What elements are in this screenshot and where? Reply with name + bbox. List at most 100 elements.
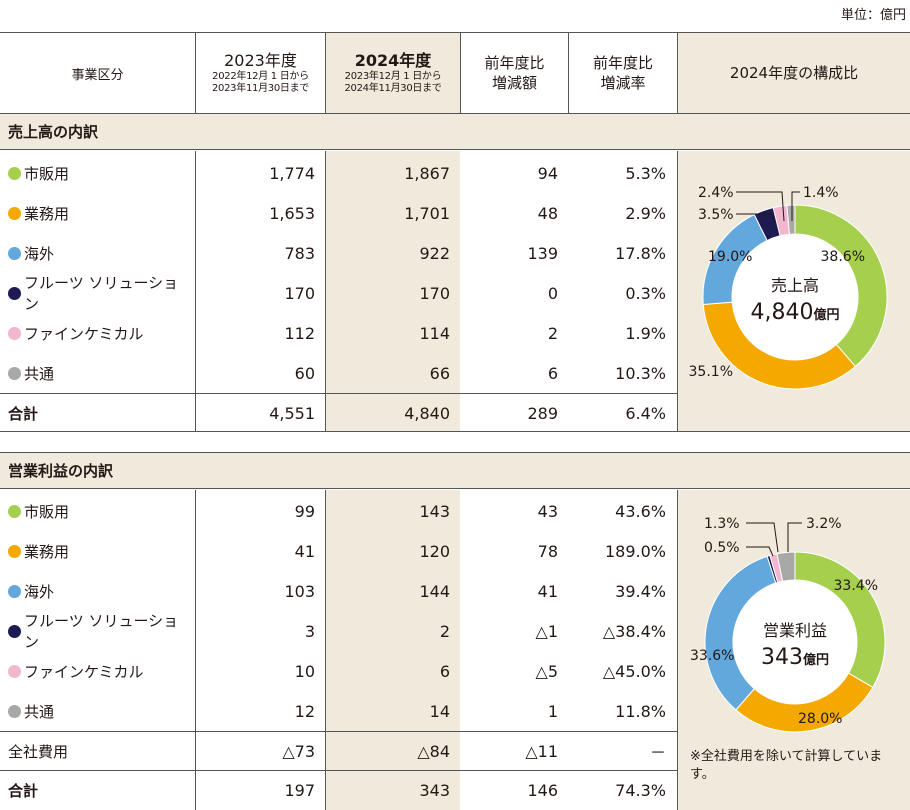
profit-fy2023-value: 12 (294, 701, 315, 721)
header-category-label: 事業区分 (71, 67, 124, 83)
donut-center-title: 売上高 (771, 276, 819, 295)
legend-dot-icon (8, 246, 21, 260)
sales-fy2023-value: 783 (284, 243, 315, 263)
sales-row: ファインケミカル 112 114 2 1.9% (0, 313, 678, 353)
donut-label-0: 33.4% (834, 578, 878, 594)
header-fy2024-label: 2024年度 (354, 51, 432, 70)
profit-fy2023-value: 3 (304, 621, 315, 641)
profit-rate-value: △45.0% (602, 661, 666, 681)
legend-dot-icon (8, 704, 21, 718)
profit-row-name: 業務用 (8, 531, 193, 571)
legend-dot-icon (8, 166, 21, 180)
legend-dot-icon (8, 624, 21, 638)
profit-row: 業務用 41 120 78 189.0% (0, 531, 678, 571)
profit-row: 海外 103 144 41 39.4% (0, 571, 678, 611)
profit-section-title: 営業利益の内訳 (0, 453, 910, 489)
profit-diff-value: 43 (537, 501, 558, 521)
header-rate-line1: 前年度比 (592, 54, 653, 72)
sales-diff-value: 6 (547, 363, 558, 383)
header-diff-line2: 増減額 (491, 74, 537, 92)
profit-diff-value: △5 (535, 661, 558, 681)
profit-total-fy2024-value: 343 (419, 780, 450, 800)
table-header: 事業区分 2023年度 2022年12月 1 日から 2023年11月30日まで… (0, 32, 910, 114)
profit-total-row-name: 合計 (8, 781, 39, 800)
sales-diff-value: 0 (547, 283, 558, 303)
donut-hole (733, 580, 857, 704)
sales-fy2024-value: 114 (419, 323, 450, 343)
sales-fy2024-value: 1,867 (404, 163, 450, 183)
donut-label-5: 1.4% (803, 185, 839, 201)
legend-dot-icon (8, 664, 21, 678)
donut-label-2: 33.6% (690, 648, 734, 664)
sales-row: 業務用 1,653 1,701 48 2.9% (0, 193, 678, 233)
header-composition: 2024年度の構成比 (678, 33, 910, 113)
header-rate-line2: 増減率 (600, 74, 646, 92)
sales-total-row-name: 合計 (8, 404, 39, 423)
profit-total-row: 合計 197 343 146 74.3% (0, 770, 678, 810)
header-fy2024-period-end: 2024年11月30日まで (344, 83, 442, 94)
donut-label-3: 3.5% (698, 207, 734, 223)
profit-rate-value: △38.4% (602, 621, 666, 641)
sales-row-name: 海外 (8, 233, 193, 273)
sales-fy2024-value: 66 (429, 363, 450, 383)
profit-row: フルーツ ソリューション 3 2 △1 △38.4% (0, 611, 678, 651)
profit-total-diff-value: 146 (527, 780, 558, 800)
legend-dot-icon (8, 326, 21, 340)
donut-hole (732, 234, 858, 360)
sales-fy2024-value: 170 (419, 283, 450, 303)
legend-dot-icon (8, 286, 21, 300)
sales-fy2023-value: 60 (294, 363, 315, 383)
legend-dot-icon (8, 366, 21, 380)
profit-rate-value: 43.6% (615, 501, 666, 521)
legend-dot-icon (8, 504, 21, 518)
sales-fy2024-value: 922 (419, 243, 450, 263)
profit-fy2024-value: 2 (439, 621, 450, 641)
profit-corporate-rate-value: － (649, 743, 666, 762)
profit-corporate-fy2024-value: △84 (417, 741, 450, 761)
sales-row-name: 市販用 (8, 153, 193, 193)
header-fy2023: 2023年度 2022年12月 1 日から 2023年11月30日まで (196, 33, 325, 113)
profit-fy2024-value: 120 (419, 541, 450, 561)
header-fy2023-period-end: 2023年11月30日まで (212, 83, 309, 94)
profit-row-name: 市販用 (8, 491, 193, 531)
profit-row-name: フルーツ ソリューション (8, 611, 193, 651)
sales-total-fy2024-value: 4,840 (404, 403, 450, 423)
sales-rate-value: 1.9% (625, 323, 666, 343)
donut-label-0: 38.6% (821, 249, 865, 265)
donut-label-4: 1.3% (704, 516, 740, 532)
donut-center-value: 343億円 (761, 645, 829, 670)
profit-row: 市販用 99 143 43 43.6% (0, 491, 678, 531)
sales-fy2023-value: 112 (284, 323, 315, 343)
sales-diff-value: 139 (527, 243, 558, 263)
profit-row-name: 共通 (8, 691, 193, 731)
sales-rate-value: 17.8% (615, 243, 666, 263)
profit-fy2024-value: 143 (419, 501, 450, 521)
sales-rate-value: 2.9% (625, 203, 666, 223)
sales-diff-value: 94 (537, 163, 558, 183)
sales-rate-value: 10.3% (615, 363, 666, 383)
sales-row: 共通 60 66 6 10.3% (0, 353, 678, 393)
sales-total-diff-value: 289 (527, 403, 558, 423)
profit-corporate-diff-value: △11 (525, 741, 558, 761)
profit-fy2023-value: 41 (294, 541, 315, 561)
donut-center-title: 営業利益 (763, 621, 827, 640)
donut-label-4: 2.4% (698, 185, 734, 201)
sales-row-name: ファインケミカル (8, 313, 193, 353)
donut-label-2: 19.0% (708, 249, 752, 265)
sales-fy2023-value: 1,774 (269, 163, 315, 183)
legend-dot-icon (8, 584, 21, 598)
sales-section-title: 売上高の内訳 (0, 114, 910, 150)
profit-fy2024-value: 14 (429, 701, 450, 721)
profit-corporate-row: 全社費用 △73 △84 △11 － (0, 731, 678, 771)
header-category: 事業区分 (0, 33, 195, 113)
legend-dot-icon (8, 544, 21, 558)
profit-total-fy2023-value: 197 (284, 780, 315, 800)
sales-diff-value: 48 (537, 203, 558, 223)
sales-row-name: フルーツ ソリューション (8, 273, 193, 313)
header-composition-label: 2024年度の構成比 (729, 64, 859, 82)
donut-label-1: 35.1% (689, 364, 733, 380)
sales-diff-value: 2 (547, 323, 558, 343)
profit-row-name: ファインケミカル (8, 651, 193, 691)
header-fy2024: 2024年度 2023年12月 1 日から 2024年11月30日まで (326, 33, 460, 113)
profit-corporate-row-name: 全社費用 (8, 742, 69, 761)
